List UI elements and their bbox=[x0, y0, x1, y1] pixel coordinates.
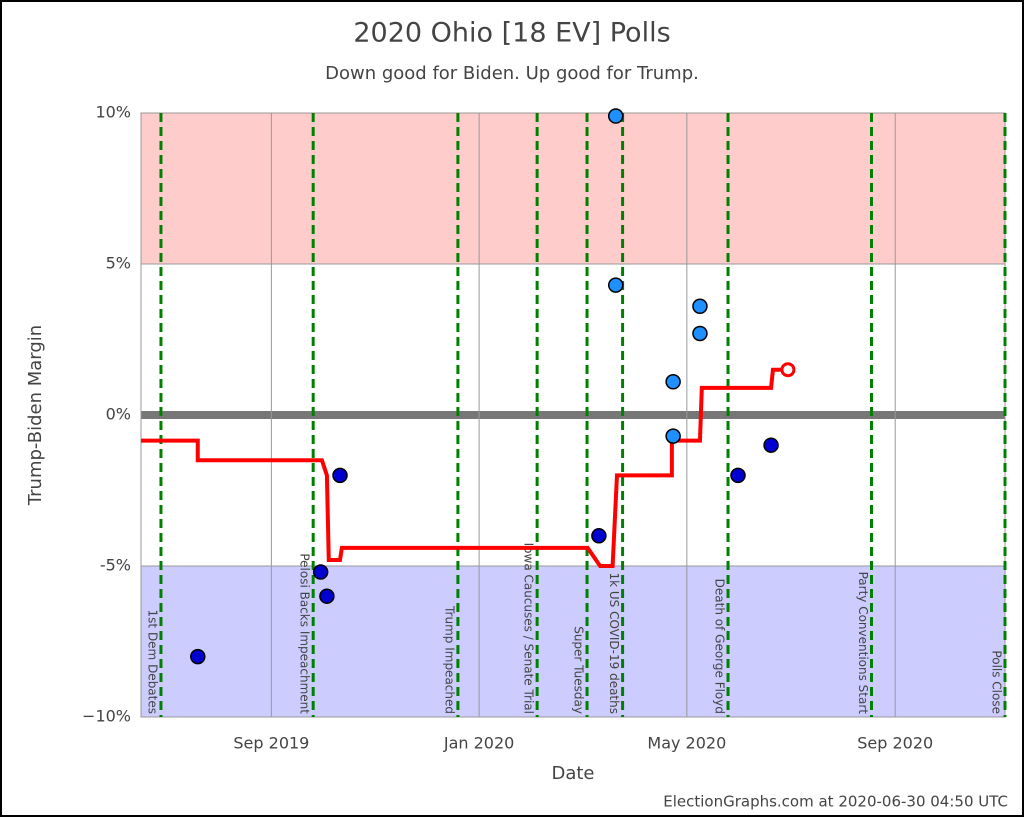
poll-point bbox=[665, 374, 681, 390]
y-axis-label: Trump-Biden Margin bbox=[25, 325, 46, 506]
event-label: Party Conventions Start bbox=[856, 572, 870, 715]
event-label: Trump Impeached bbox=[442, 605, 456, 714]
event-label: 1st Dem Debates bbox=[145, 610, 159, 714]
y-tick-label: −10% bbox=[82, 707, 131, 726]
band bbox=[141, 113, 1005, 264]
x-tick-label: Jan 2020 bbox=[443, 734, 514, 753]
average-line bbox=[141, 367, 788, 568]
band bbox=[141, 566, 1005, 717]
poll-point bbox=[665, 428, 681, 444]
poll-point bbox=[190, 648, 206, 665]
y-tick-label: 5% bbox=[106, 254, 131, 273]
event-label: Super Tuesday bbox=[572, 626, 586, 714]
event-label: Iowa Caucuses / Senate Trial bbox=[522, 543, 536, 714]
chart-subtitle: Down good for Biden. Up good for Trump. bbox=[325, 63, 699, 84]
event-label: 1k US COVID-19 deaths bbox=[607, 572, 621, 714]
x-axis-label: Date bbox=[551, 763, 594, 784]
poll-point bbox=[730, 467, 746, 484]
event-label: Death of George Floyd bbox=[713, 579, 727, 714]
poll-point bbox=[312, 564, 329, 580]
poll-point bbox=[692, 325, 708, 342]
x-tick-label: Sep 2019 bbox=[233, 734, 309, 753]
poll-point bbox=[692, 298, 708, 315]
chart-title: 2020 Ohio [18 EV] Polls bbox=[353, 18, 670, 49]
event-label: Polls Close bbox=[990, 650, 1004, 714]
poll-point bbox=[607, 108, 624, 124]
average-endpoint bbox=[780, 362, 796, 378]
poll-point bbox=[763, 437, 779, 453]
y-tick-label: 0% bbox=[106, 405, 131, 424]
footer: ElectionGraphs.com at 2020-06-30 04:50 U… bbox=[663, 793, 1008, 811]
poll-point bbox=[319, 588, 335, 604]
x-tick-label: May 2020 bbox=[647, 734, 726, 753]
event-label: Pelosi Backs Impeachment bbox=[298, 553, 312, 714]
y-tick-label: 10% bbox=[95, 103, 131, 122]
y-tick-label: -5% bbox=[100, 556, 131, 575]
poll-point bbox=[332, 467, 348, 484]
poll-point bbox=[591, 528, 607, 544]
poll-point bbox=[607, 277, 624, 293]
x-tick-label: Sep 2020 bbox=[857, 734, 933, 753]
